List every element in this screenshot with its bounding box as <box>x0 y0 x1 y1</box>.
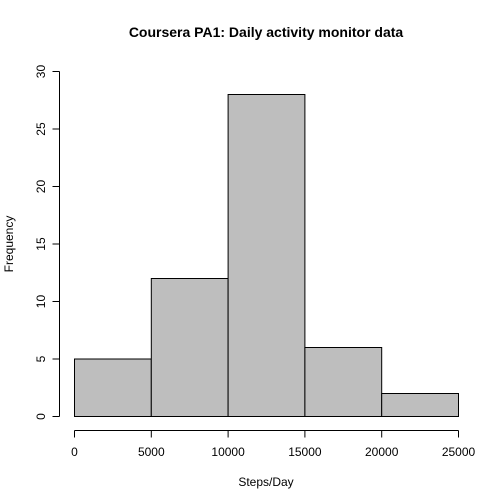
y-axis-label: Frequency <box>2 216 16 273</box>
y-tick-label: 25 <box>34 122 48 136</box>
histogram-bar-1 <box>74 358 152 417</box>
y-axis: 0 5 10 15 20 25 30 <box>34 65 60 420</box>
x-tick-label: 5000 <box>138 445 165 459</box>
histogram-bar-3 <box>227 94 306 417</box>
x-tick-label: 25000 <box>442 445 476 459</box>
y-tick-label: 20 <box>34 180 48 194</box>
x-tick-label: 20000 <box>365 445 399 459</box>
histogram-bars <box>74 94 460 417</box>
x-axis-label: Steps/Day <box>238 475 293 489</box>
x-tick-label: 0 <box>71 445 78 459</box>
y-tick-label: 30 <box>34 65 48 79</box>
y-tick-label: 5 <box>34 355 48 362</box>
x-tick-label: 15000 <box>288 445 322 459</box>
y-tick-label: 15 <box>34 237 48 251</box>
y-tick-label: 10 <box>34 295 48 309</box>
x-axis: 0 5000 10000 15000 20000 25000 <box>71 430 476 459</box>
x-tick-label: 10000 <box>211 445 245 459</box>
histogram-bar-2 <box>150 278 229 417</box>
histogram-bar-4 <box>304 347 383 417</box>
y-tick-label: 0 <box>34 413 48 420</box>
histogram-bar-5 <box>381 393 460 417</box>
chart-title: Coursera PA1: Daily activity monitor dat… <box>129 24 404 40</box>
